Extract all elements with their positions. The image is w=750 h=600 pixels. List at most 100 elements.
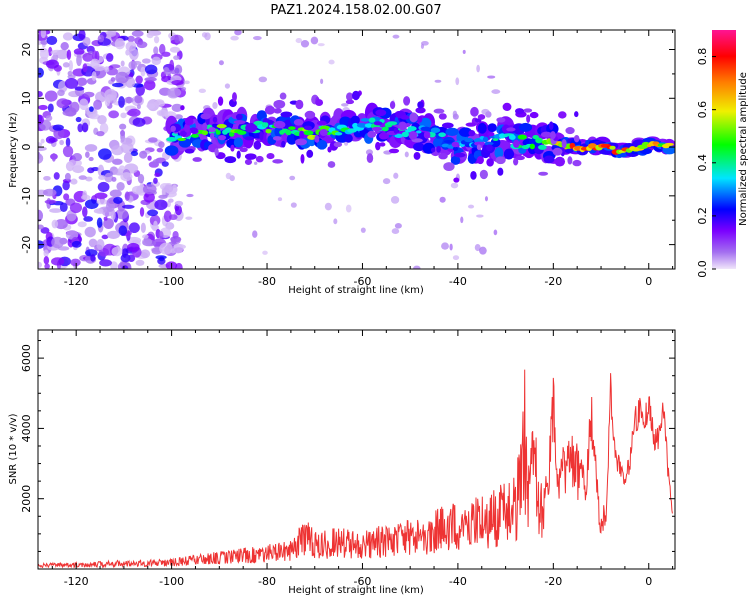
ridge-point: [265, 129, 272, 134]
noise-blob: [44, 90, 58, 102]
ridge-side-lobe: [550, 131, 556, 140]
ridge-side-lobe: [214, 148, 219, 156]
colorbar-tick-label: 0.4: [696, 154, 709, 172]
ridge-side-lobe: [253, 140, 262, 150]
noise-blob: [98, 175, 106, 181]
x-tick-label: -100: [159, 575, 184, 588]
noise-blob: [111, 145, 124, 156]
noise-blob: [90, 58, 100, 69]
ridge-side-lobe: [436, 145, 441, 153]
noise-blob: [449, 243, 453, 251]
noise-blob: [143, 79, 156, 91]
noise-blob: [106, 53, 114, 62]
ridge-side-lobe: [230, 144, 235, 152]
noise-blob: [84, 199, 99, 210]
ridge-point: [529, 143, 536, 150]
noise-blob: [62, 62, 70, 68]
ridge-side-lobe: [244, 136, 254, 141]
snr-series-line: [38, 369, 673, 569]
noise-blob: [119, 123, 127, 130]
noise-blob: [82, 206, 88, 218]
noise-blob: [173, 236, 181, 244]
ridge-side-lobe: [346, 92, 354, 102]
colorbar-tick-label: 0.2: [696, 207, 709, 225]
noise-blob: [71, 240, 82, 248]
ridge-point: [228, 132, 235, 137]
noise-blob: [345, 204, 352, 213]
noise-blob: [420, 43, 425, 49]
noise-blob: [185, 216, 193, 220]
ridge-side-lobe: [184, 148, 195, 154]
noise-blob: [146, 32, 154, 39]
ridge-side-lobe: [379, 142, 386, 147]
noise-blob: [56, 98, 70, 109]
ridge-side-lobe: [477, 114, 486, 120]
ridge-side-lobe: [486, 144, 493, 152]
noise-blob: [48, 137, 58, 143]
noise-blob: [121, 265, 129, 269]
noise-blob: [115, 208, 129, 220]
noise-blob: [128, 222, 140, 234]
ridge-side-lobe: [529, 111, 539, 119]
ridge-point: [407, 126, 417, 132]
noise-blob: [104, 172, 114, 183]
noise-blob: [51, 153, 56, 162]
noise-blob: [225, 172, 232, 180]
ridge-side-lobe: [560, 146, 566, 157]
noise-blob: [324, 202, 332, 211]
noise-blob: [47, 103, 54, 113]
noise-blob: [120, 253, 131, 263]
noise-blob: [476, 214, 484, 218]
ridge-side-lobe: [393, 127, 398, 134]
snr-x-axis: -120 -100 -80 -60 -40 -20 0: [51, 330, 674, 588]
ridge-side-lobe: [209, 132, 215, 140]
ridge-side-lobe: [375, 109, 387, 117]
noise-blob: [84, 144, 98, 152]
noise-blob: [38, 261, 43, 269]
ridge-side-lobe: [293, 119, 304, 126]
ridge-side-lobe: [540, 131, 553, 138]
noise-blob: [120, 60, 125, 67]
ridge-point: [386, 121, 398, 126]
ridge-side-lobe: [378, 132, 390, 140]
noise-blob: [163, 69, 172, 76]
noise-blob: [97, 114, 107, 125]
noise-blob: [129, 48, 139, 61]
ridge-point: [316, 139, 328, 150]
noise-blob: [99, 259, 112, 267]
y-tick-label: 2000: [20, 485, 33, 513]
noise-blob: [97, 34, 105, 43]
noise-blob: [96, 217, 103, 228]
ridge-side-lobe: [486, 158, 494, 167]
noise-blob: [258, 76, 268, 83]
noise-blob: [42, 188, 57, 197]
noise-blob: [393, 172, 399, 179]
ridge-side-lobe: [515, 155, 525, 161]
noise-blob: [84, 226, 96, 238]
y-tick-label: 10: [20, 91, 33, 105]
ridge-side-lobe: [523, 108, 533, 113]
noise-blob: [38, 224, 44, 230]
noise-blob: [73, 48, 85, 55]
ridge-side-lobe: [565, 127, 575, 135]
noise-blob: [52, 124, 64, 131]
noise-blob: [50, 49, 64, 56]
ridge-point: [344, 134, 353, 143]
noise-blob: [109, 189, 122, 198]
ridge-point: [452, 146, 459, 151]
noise-blob: [136, 41, 148, 49]
ridge-side-lobe: [180, 105, 185, 111]
noise-blob: [467, 204, 475, 209]
ridge-side-lobe: [259, 131, 264, 141]
noise-blob: [99, 122, 109, 134]
noise-blob: [153, 100, 166, 108]
ridge-side-lobe: [375, 141, 381, 151]
noise-blob: [65, 137, 71, 148]
noise-blob: [64, 78, 79, 89]
ridge-side-lobe: [438, 113, 447, 120]
ridge-point: [381, 126, 389, 132]
noise-blob: [156, 147, 164, 153]
ridge-side-lobe: [423, 131, 431, 139]
ridge-side-lobe: [515, 108, 525, 115]
noise-blob: [135, 75, 143, 84]
